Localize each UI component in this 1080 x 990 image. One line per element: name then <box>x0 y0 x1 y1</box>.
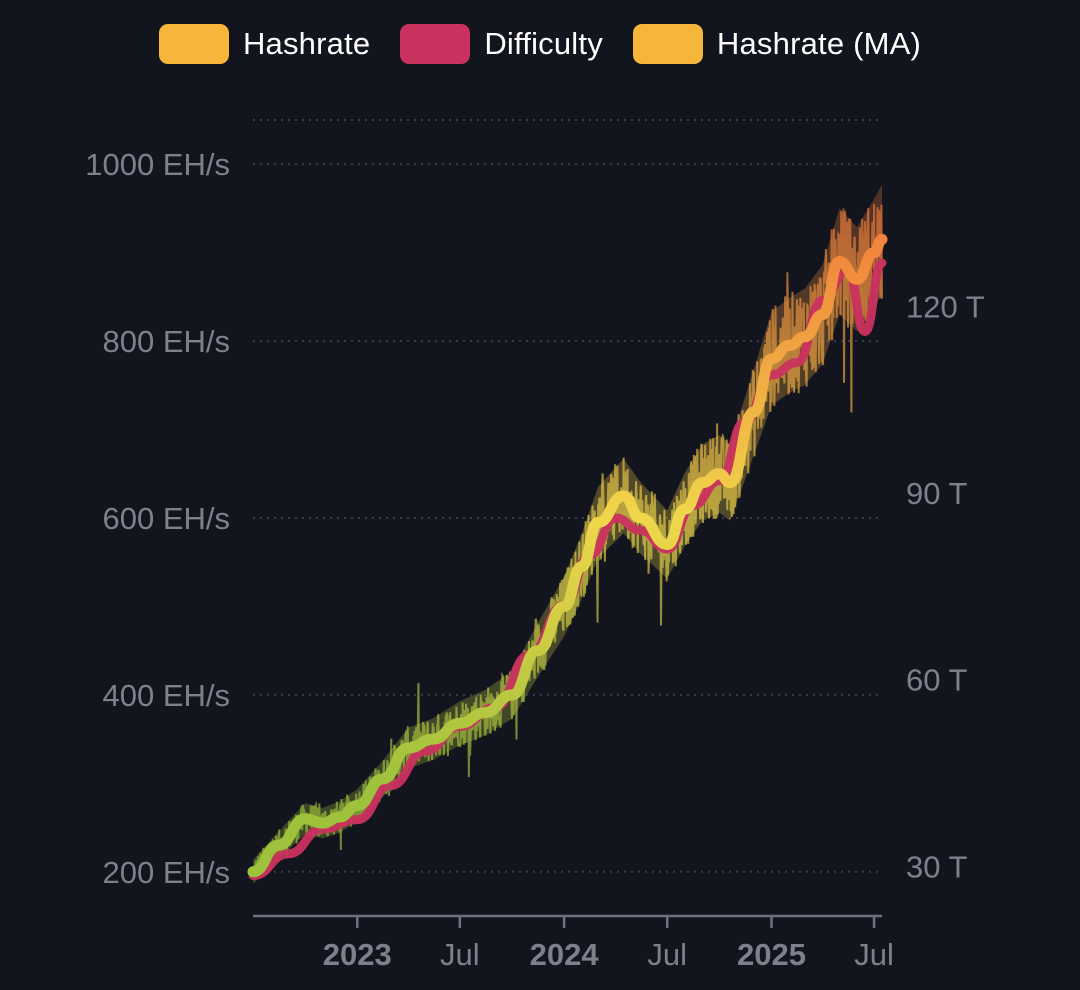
ma-point <box>337 814 343 820</box>
ma-point <box>561 603 567 609</box>
legend-swatch-hashrate <box>158 24 229 64</box>
legend-label-hashrate: Hashrate <box>242 26 371 61</box>
ma-point <box>534 648 540 654</box>
ma-point <box>751 409 757 415</box>
ma-point <box>621 493 627 499</box>
x-tick-label: Jul <box>647 937 687 972</box>
ma-point <box>699 480 705 486</box>
ma-point <box>820 312 825 318</box>
x-tick-label: 2023 <box>323 937 392 972</box>
y-right-tick-label: 60 T <box>906 663 968 698</box>
ma-point <box>509 692 515 698</box>
ma-point <box>769 356 774 362</box>
ma-point <box>276 842 281 848</box>
ma-point <box>664 542 670 548</box>
ma-point <box>579 564 585 570</box>
x-tick-label: Jul <box>440 937 480 972</box>
x-tick-label: Jul <box>854 937 894 972</box>
ma-point <box>595 519 601 525</box>
y-left-tick-label: 400 EH/s <box>102 678 230 713</box>
ma-point <box>837 259 842 265</box>
ma-point <box>802 334 808 340</box>
legend-item-hashrate-ma[interactable]: Hashrate (MA) <box>632 24 922 64</box>
x-tick-label: 2025 <box>737 937 806 972</box>
ma-point <box>682 506 688 512</box>
ma-point <box>879 236 885 242</box>
x-tick-label: 2024 <box>530 937 600 972</box>
ma-point <box>716 471 722 477</box>
legend-item-difficulty[interactable]: Difficulty <box>400 24 603 64</box>
legend-label-difficulty: Difficulty <box>484 26 603 61</box>
ma-point <box>786 343 792 349</box>
y-left-tick-label: 600 EH/s <box>102 501 230 536</box>
ma-point <box>405 745 411 751</box>
y-right-tick-label: 30 T <box>906 849 968 884</box>
ma-point <box>354 802 360 808</box>
ma-point <box>250 869 256 875</box>
legend-swatch-hashrate-ma <box>632 24 703 64</box>
ma-point <box>430 736 436 742</box>
y-left-tick-label: 1000 EH/s <box>85 147 230 182</box>
chart-legend: Hashrate Difficulty Hashrate (MA) <box>0 24 1080 64</box>
series-hashrate <box>252 203 883 879</box>
legend-item-hashrate[interactable]: Hashrate <box>158 24 371 64</box>
y-right-tick-label: 90 T <box>906 476 968 511</box>
y-left-tick-label: 200 EH/s <box>102 855 230 890</box>
ma-point <box>302 816 308 822</box>
ma-point <box>727 480 733 486</box>
ma-point <box>320 820 326 826</box>
ma-point <box>380 776 386 782</box>
ma-point <box>871 250 877 256</box>
ma-point <box>638 515 644 521</box>
y-left-tick-label: 800 EH/s <box>102 324 230 359</box>
legend-label-hashrate-ma: Hashrate (MA) <box>716 26 922 61</box>
ma-point <box>482 710 488 716</box>
ma-point <box>457 720 463 726</box>
y-right-tick-label: 120 T <box>906 290 985 325</box>
legend-swatch-difficulty <box>400 24 471 64</box>
ma-point <box>854 276 860 282</box>
